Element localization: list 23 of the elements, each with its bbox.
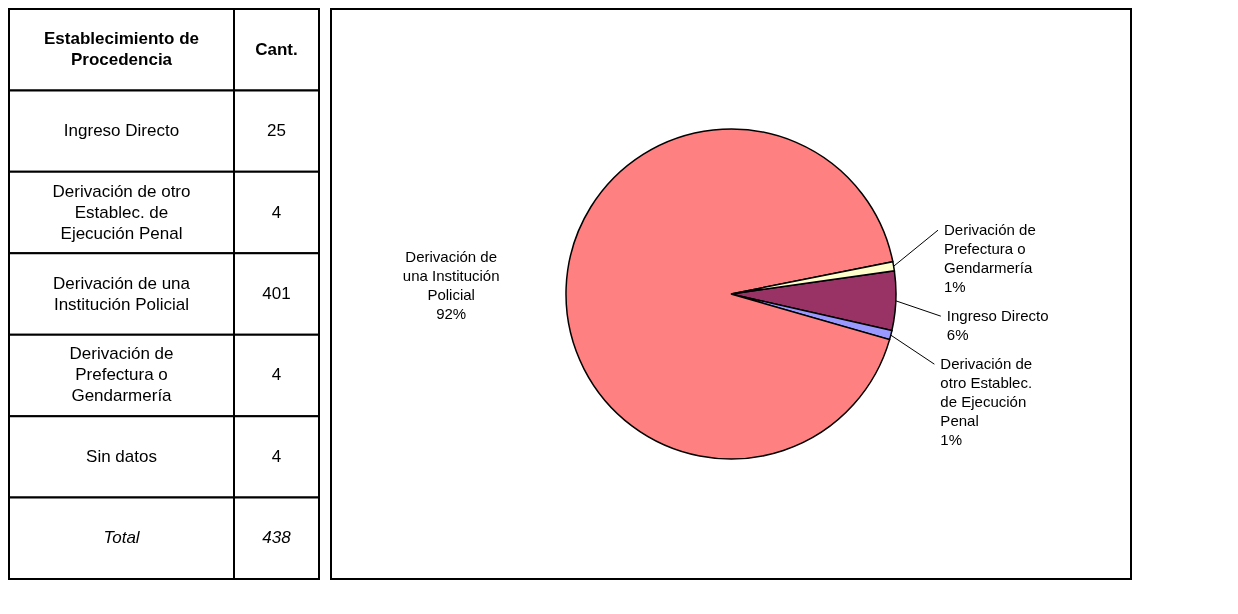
data-label: 25 xyxy=(267,121,286,141)
data-label: 6% xyxy=(946,326,969,344)
category-label: Derivación de Prefectura o Gendarmería xyxy=(69,344,174,406)
text: Establecimiento de Procedencia xyxy=(44,29,199,70)
category-label: Sin datos xyxy=(86,446,157,466)
data-label: 4 xyxy=(271,446,282,466)
data-label: 438 xyxy=(262,528,292,548)
data-label: 4 xyxy=(271,365,282,385)
slice-label: Ingreso Directo xyxy=(946,307,1049,325)
data-label: 401 xyxy=(262,284,291,303)
pie-slice xyxy=(565,128,894,460)
data-label: 4 xyxy=(271,202,282,222)
slice-label: Derivación de Prefectura o Gendarmería xyxy=(944,221,1036,277)
data-label: 92% xyxy=(436,304,467,322)
text: Cant. xyxy=(255,39,298,59)
category-label: Derivación de otro Establec. de Ejecución Penal xyxy=(52,181,191,243)
category-label: Ingreso Directo xyxy=(63,121,180,141)
data-label: 1% xyxy=(940,431,963,449)
category-label: Derivación de una Institución Policial xyxy=(52,273,191,314)
category-label: Total xyxy=(103,528,141,548)
data-label: 1% xyxy=(944,278,966,296)
slice-label: Derivación de una Institución Policial xyxy=(402,247,500,303)
slice-label: Derivación de otro Establec. de Ejecución Penal xyxy=(940,355,1033,430)
